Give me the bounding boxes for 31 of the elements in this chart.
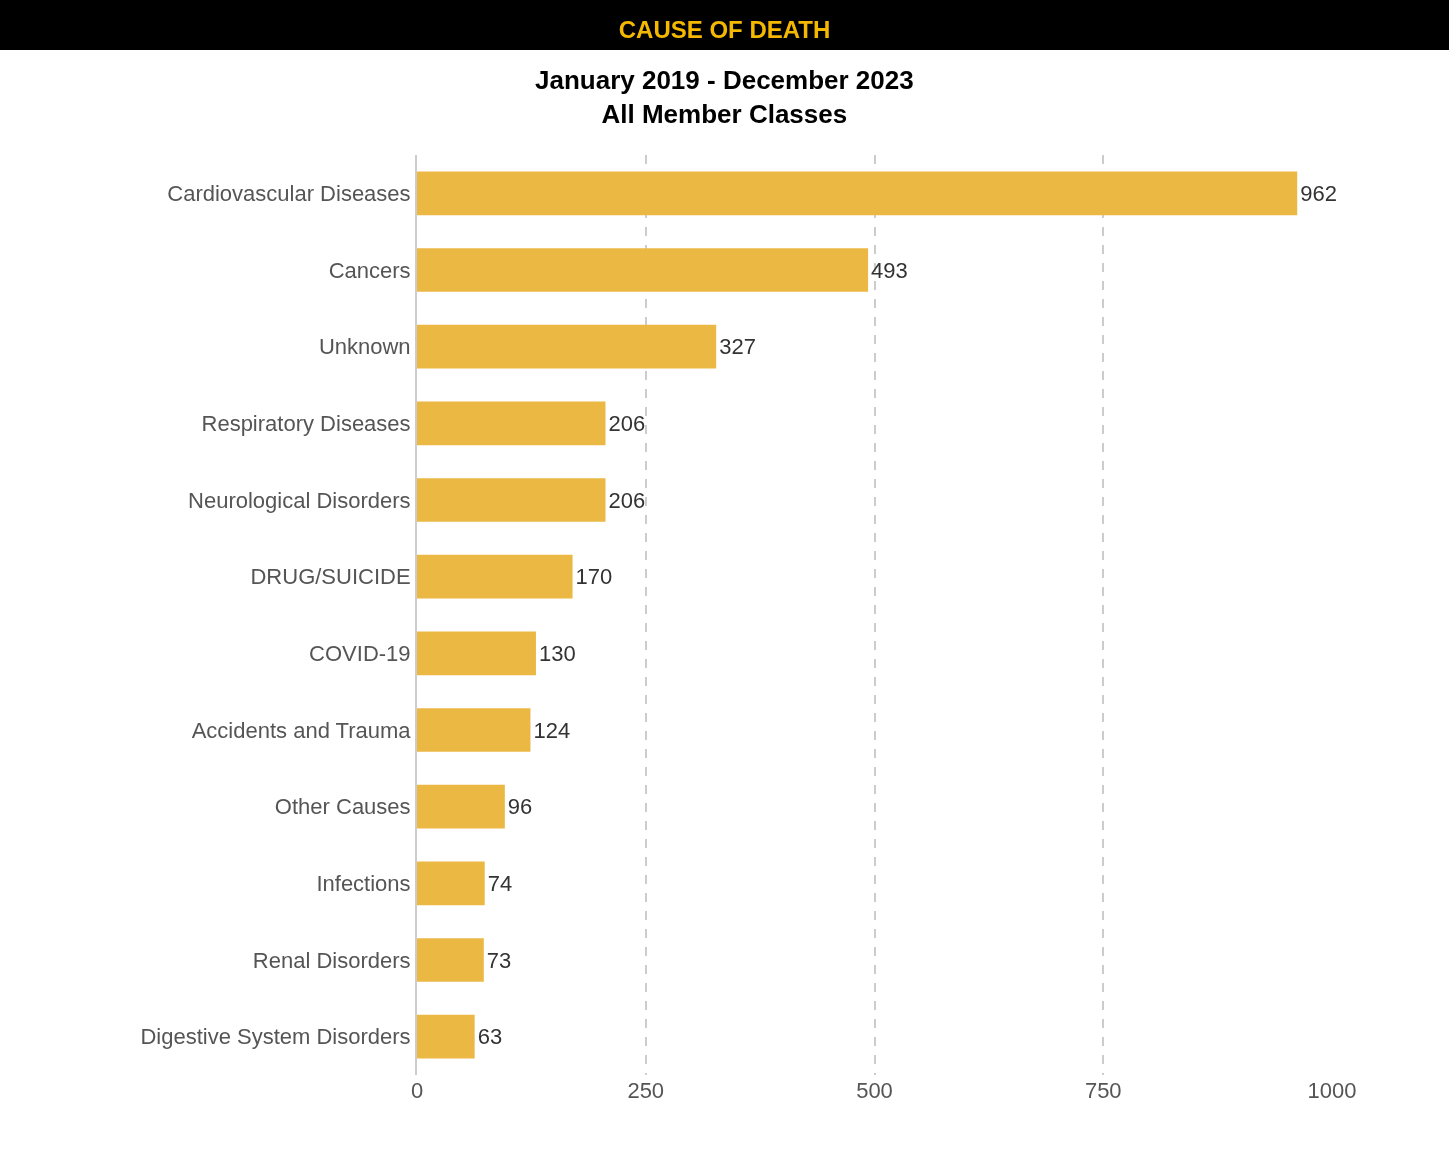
data-label: 63: [477, 1024, 503, 1050]
y-tick-label: Other Causes: [274, 794, 411, 820]
x-tick-label: 500: [856, 1078, 893, 1103]
y-tick-label: Digestive System Disorders: [140, 1024, 411, 1050]
y-tick-label: Respiratory Diseases: [201, 411, 411, 437]
data-label: 327: [719, 334, 756, 360]
y-tick-label: Cancers: [328, 257, 411, 283]
y-tick-label: DRUG/SUICIDE: [250, 564, 411, 590]
data-label: 96: [507, 794, 533, 820]
chart-subtitle: January 2019 - December 2023 All Member Classes: [535, 65, 914, 129]
x-tick-label: 750: [1084, 1078, 1122, 1103]
data-label: 206: [608, 487, 646, 513]
y-tick-label: Cardiovascular Diseases: [167, 181, 411, 207]
data-label: 170: [575, 564, 613, 590]
data-label: 493: [871, 257, 908, 283]
data-label: 130: [538, 640, 576, 666]
x-tick-label: 0: [410, 1078, 424, 1103]
data-label: 73: [486, 947, 512, 973]
data-label: 962: [1300, 180, 1337, 206]
y-tick-label: Unknown: [318, 334, 411, 360]
y-tick-label: COVID-19: [309, 641, 411, 667]
y-tick-label: Infections: [316, 871, 411, 897]
y-tick-label: Neurological Disorders: [188, 487, 411, 513]
data-label: 74: [487, 870, 513, 896]
chart-title: CAUSE OF DEATH: [618, 16, 831, 44]
data-label: 206: [608, 410, 646, 436]
x-tick-label: 250: [627, 1078, 665, 1103]
y-tick-label: Renal Disorders: [252, 947, 411, 973]
y-tick-label: Accidents and Trauma: [191, 717, 412, 743]
data-label: 124: [533, 717, 571, 743]
x-tick-label: 1000: [1307, 1078, 1357, 1103]
